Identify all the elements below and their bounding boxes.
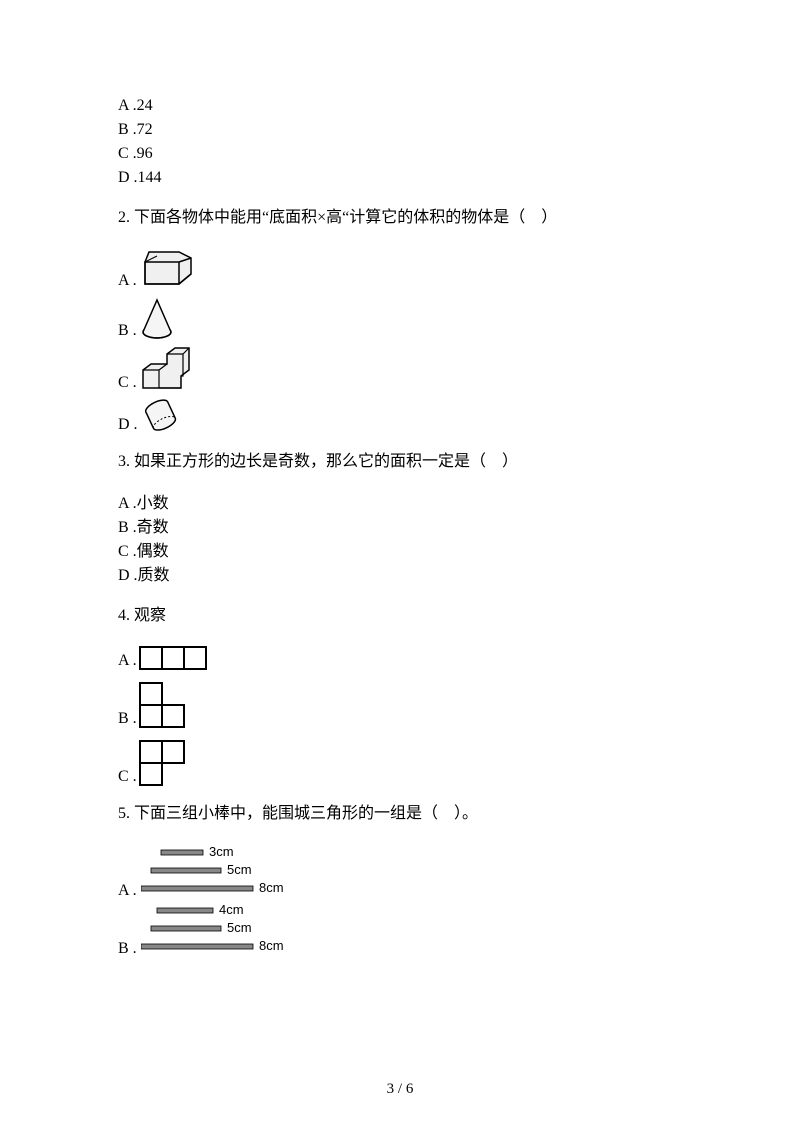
cone-icon [139, 296, 175, 340]
q4-label-b: B . [118, 710, 137, 728]
q3-option-c: C .偶数 [118, 540, 682, 564]
q5-label-b: B . [118, 940, 137, 958]
q4-option-c: C . [118, 740, 682, 786]
cylinder-icon [140, 398, 182, 434]
q4-label-a: A . [118, 652, 137, 670]
q2-label-d: D . [118, 416, 138, 434]
row-3-squares-icon [139, 646, 211, 670]
q2-option-a: A . [118, 248, 682, 290]
q3-option-a: A .小数 [118, 492, 682, 516]
svg-text:8cm: 8cm [259, 938, 284, 953]
sticks-group-b-icon: 4cm 5cm 8cm [141, 902, 311, 958]
q1-option-a: A .24 [118, 94, 682, 118]
sticks-group-a-icon: 3cm 5cm 8cm [141, 844, 311, 900]
q1-option-d: D .144 [118, 166, 682, 190]
page-content: A .24 B .72 C .96 D .144 2. 下面各物体中能用“底面积… [0, 0, 800, 958]
q2-label-b: B . [118, 322, 137, 340]
svg-text:5cm: 5cm [227, 920, 252, 935]
q3-text: 3. 如果正方形的边长是奇数，那么它的面积一定是（ ） [118, 450, 682, 474]
svg-text:4cm: 4cm [219, 902, 244, 917]
q2-label-c: C . [118, 374, 137, 392]
prism-icon [139, 248, 195, 290]
l-shape-squares-icon [139, 740, 189, 786]
svg-text:5cm: 5cm [227, 862, 252, 877]
stepped-solid-icon [139, 346, 193, 392]
q5-text: 5. 下面三组小棒中，能围城三角形的一组是（ ）。 [118, 802, 682, 826]
q5-option-a: A . 3cm 5cm 8cm [118, 844, 682, 900]
q2-option-c: C . [118, 346, 682, 392]
q3-option-b: B .奇数 [118, 516, 682, 540]
q5-option-b: B . 4cm 5cm 8cm [118, 902, 682, 958]
q4-text: 4. 观察 [118, 604, 682, 628]
q2-text: 2. 下面各物体中能用“底面积×高“计算它的体积的物体是（ ） [118, 206, 682, 230]
page-footer: 3 / 6 [0, 1081, 800, 1098]
q4-option-a: A . [118, 646, 682, 670]
q3-option-d: D .质数 [118, 564, 682, 588]
q2-label-a: A . [118, 272, 137, 290]
svg-text:3cm: 3cm [209, 844, 234, 859]
q5-label-a: A . [118, 882, 137, 900]
q4-label-c: C . [118, 768, 137, 786]
q1-option-b: B .72 [118, 118, 682, 142]
q4-option-b: B . [118, 682, 682, 728]
q2-option-b: B . [118, 296, 682, 340]
svg-text:8cm: 8cm [259, 880, 284, 895]
q1-option-c: C .96 [118, 142, 682, 166]
z-shape-squares-icon [139, 682, 189, 728]
q2-option-d: D . [118, 398, 682, 434]
